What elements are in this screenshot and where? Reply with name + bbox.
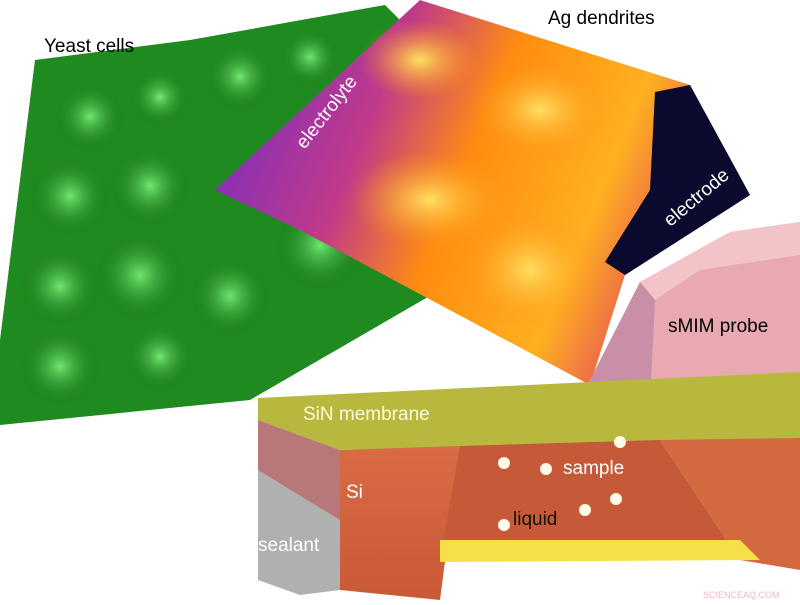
label-sealant: sealant bbox=[258, 535, 320, 556]
label-liquid: liquid bbox=[513, 509, 558, 530]
label-sample: sample bbox=[563, 458, 625, 479]
label-ag-dendrites: Ag dendrites bbox=[548, 8, 655, 29]
sealant-block bbox=[258, 470, 340, 595]
label-smim-probe: sMIM probe bbox=[668, 316, 769, 337]
watermark: SCIENCEAQ.COM bbox=[703, 590, 780, 600]
smim-probe bbox=[559, 222, 800, 411]
label-si: Si bbox=[346, 482, 363, 503]
label-sin-membrane: SiN membrane bbox=[303, 404, 430, 425]
sample-particles bbox=[498, 436, 626, 531]
chip bbox=[258, 372, 800, 600]
ag-dendrites-surface bbox=[215, 0, 750, 385]
electrode-region bbox=[605, 85, 750, 275]
label-yeast-cells: Yeast cells bbox=[44, 36, 135, 57]
